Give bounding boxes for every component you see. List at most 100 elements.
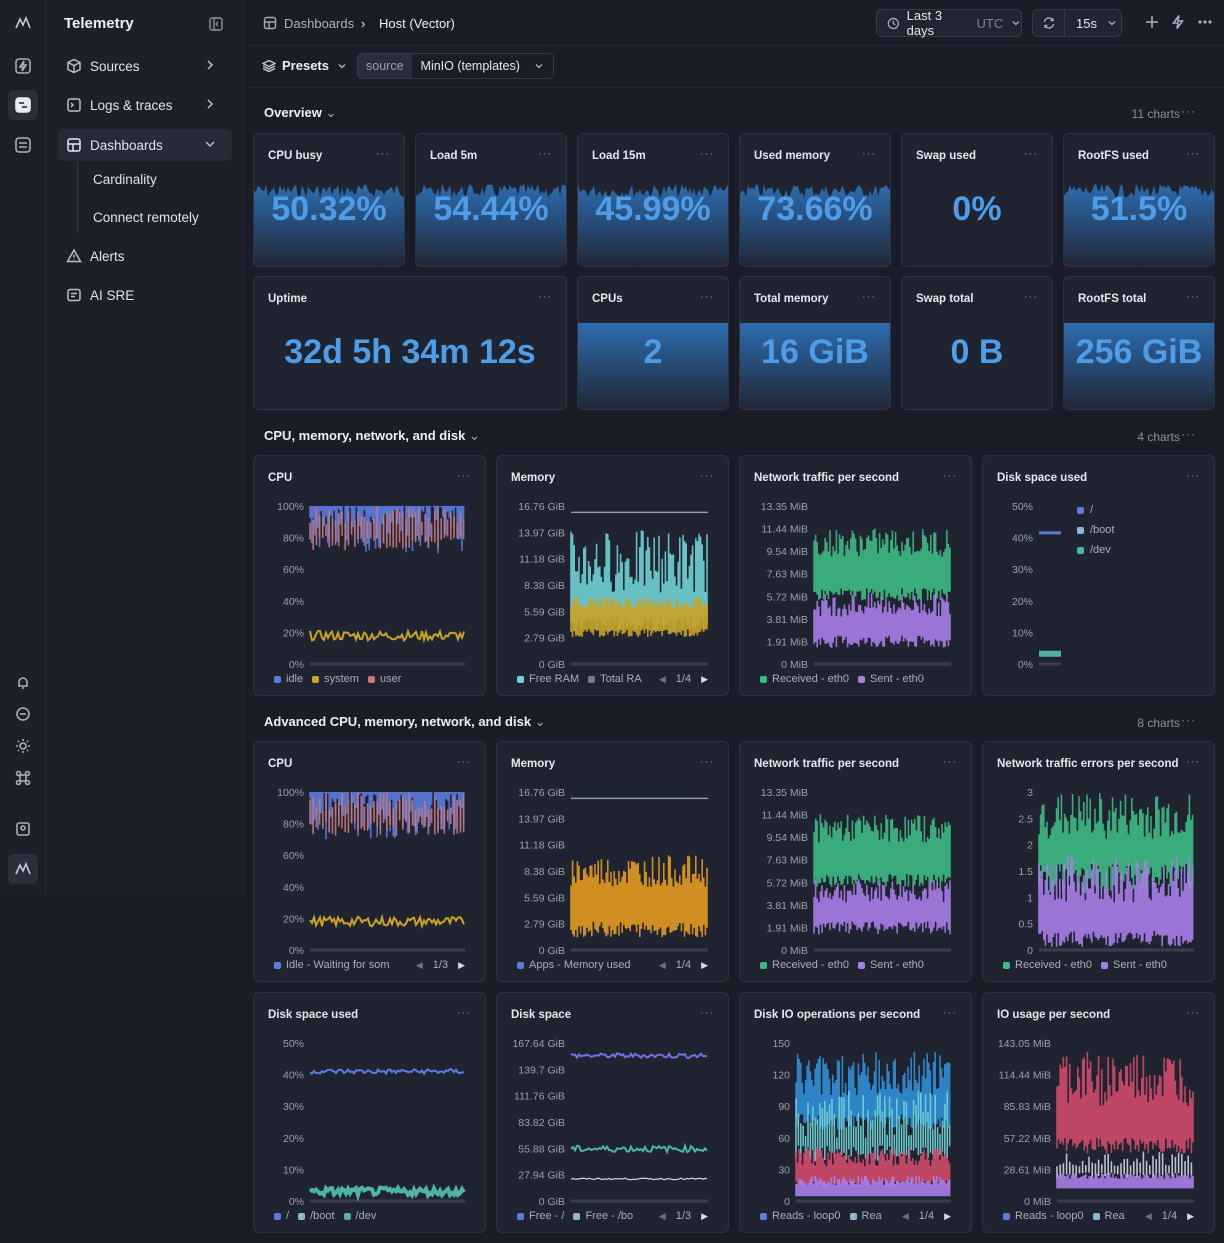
chart-card[interactable]: 50% 40% 30% 20% 10% 0% Disk space used ··· / /boo… [253, 992, 486, 1233]
sidebar-item-logs[interactable]: Logs & traces [58, 89, 232, 121]
legend-item[interactable]: Rea [849, 1210, 882, 1222]
card-menu-icon[interactable]: ··· [457, 756, 471, 768]
stat-card[interactable]: Used memory ··· 73.66% [739, 133, 891, 267]
section-title-cpu-memory[interactable]: CPU, memory, network, and disk ⌄ [264, 428, 480, 443]
legend-item[interactable]: idle [274, 673, 303, 685]
legend-item[interactable]: Apps - Memory used [517, 959, 630, 971]
legend-item[interactable]: Idle - Waiting for som [274, 959, 390, 971]
sidebar-item-sources[interactable]: Sources [58, 50, 232, 82]
card-menu-icon[interactable]: ··· [1186, 470, 1200, 482]
pager-next-icon[interactable]: ▶ [701, 959, 708, 970]
sliders-icon[interactable] [8, 130, 38, 160]
add-icon[interactable] [1144, 14, 1160, 30]
legend-item[interactable]: Received - eth0 [760, 673, 849, 685]
chart-card[interactable]: 13.35 MiB 11.44 MiB 9.54 MiB 7.63 MiB 5.72 M… [739, 455, 972, 696]
legend-item[interactable]: /dev [1077, 540, 1114, 560]
sidebar-subitem-connect-remotely[interactable]: Connect remotely [93, 210, 199, 225]
card-menu-icon[interactable]: ··· [862, 291, 876, 303]
pager-next-icon[interactable]: ▶ [1187, 1210, 1194, 1221]
pager-next-icon[interactable]: ▶ [458, 959, 465, 970]
chat-icon[interactable] [8, 699, 38, 729]
card-menu-icon[interactable]: ··· [1024, 291, 1038, 303]
pager-prev-icon[interactable]: ◀ [658, 673, 666, 684]
card-menu-icon[interactable]: ··· [700, 148, 714, 160]
stat-card[interactable]: RootFS used ··· 51.5% [1063, 133, 1215, 267]
card-menu-icon[interactable]: ··· [943, 756, 957, 768]
card-menu-icon[interactable]: ··· [943, 1007, 957, 1019]
chart-card[interactable]: 16.76 GiB 13.97 GiB 11.18 GiB 8.38 GiB 5.59 … [496, 455, 729, 696]
card-menu-icon[interactable]: ··· [862, 148, 876, 160]
section-menu-icon[interactable]: ··· [1181, 104, 1196, 118]
sidebar-subitem-cardinality[interactable]: Cardinality [93, 172, 157, 187]
stat-card[interactable]: Total memory ··· 16 GiB [739, 276, 891, 410]
sidebar-item-alerts[interactable]: Alerts [58, 240, 232, 272]
stat-card[interactable]: Uptime ··· 32d 5h 34m 12s [253, 276, 567, 410]
stat-card[interactable]: Swap total ··· 0 B [901, 276, 1053, 410]
card-menu-icon[interactable]: ··· [1186, 1007, 1200, 1019]
stat-card[interactable]: CPU busy ··· 50.32% [253, 133, 405, 267]
section-menu-icon[interactable]: ··· [1181, 713, 1196, 727]
command-icon[interactable] [8, 763, 38, 793]
card-menu-icon[interactable]: ··· [457, 470, 471, 482]
stat-card[interactable]: Load 5m ··· 54.44% [415, 133, 567, 267]
sidebar-item-ai-sre[interactable]: AI SRE [58, 279, 232, 311]
card-menu-icon[interactable]: ··· [700, 470, 714, 482]
time-range-picker[interactable]: Last 3 days UTC [876, 8, 1022, 38]
chart-card[interactable]: 100% 80% 60% 40% 20% 0% CPU ··· Idle - Waiting f… [253, 741, 486, 982]
pager-next-icon[interactable]: ▶ [701, 673, 708, 684]
pager-prev-icon[interactable]: ◀ [658, 959, 666, 970]
telemetry-icon[interactable] [8, 90, 38, 120]
pager-prev-icon[interactable]: ◀ [658, 1210, 666, 1221]
card-menu-icon[interactable]: ··· [457, 1007, 471, 1019]
more-icon[interactable] [1197, 14, 1213, 30]
legend-item[interactable]: user [367, 673, 401, 685]
pager-next-icon[interactable]: ▶ [701, 1210, 708, 1221]
legend-item[interactable]: / [1077, 500, 1114, 520]
sun-icon[interactable] [8, 731, 38, 761]
card-menu-icon[interactable]: ··· [376, 148, 390, 160]
chart-card[interactable]: 167.64 GiB 139.7 GiB 111.76 GiB 83.82 GiB 55… [496, 992, 729, 1233]
card-menu-icon[interactable]: ··· [538, 148, 552, 160]
legend-item[interactable]: Reads - loop0 [760, 1210, 841, 1222]
card-menu-icon[interactable]: ··· [943, 470, 957, 482]
source-filter[interactable]: source MinIO (templates) [357, 53, 554, 79]
chart-card[interactable]: 13.35 MiB 11.44 MiB 9.54 MiB 7.63 MiB 5.72 M… [739, 741, 972, 982]
logo-icon[interactable] [8, 8, 38, 38]
legend-item[interactable]: Free - /bo [573, 1210, 633, 1222]
card-menu-icon[interactable]: ··· [538, 291, 552, 303]
user-settings-icon[interactable] [8, 814, 38, 844]
pager-prev-icon[interactable]: ◀ [901, 1210, 909, 1221]
legend-item[interactable]: Received - eth0 [760, 959, 849, 971]
legend-item[interactable]: Free - / [517, 1210, 564, 1222]
section-menu-icon[interactable]: ··· [1181, 427, 1196, 441]
account-avatar-icon[interactable] [8, 854, 38, 884]
bell-icon[interactable] [8, 668, 38, 698]
stat-card[interactable]: CPUs ··· 2 [577, 276, 729, 410]
section-title-advanced[interactable]: Advanced CPU, memory, network, and disk … [264, 714, 546, 729]
pager-prev-icon[interactable]: ◀ [415, 959, 423, 970]
legend-item[interactable]: /boot [298, 1210, 335, 1222]
presets-dropdown[interactable]: Presets [262, 58, 347, 73]
legend-item[interactable]: / [274, 1210, 289, 1222]
bolt-icon[interactable] [1170, 14, 1186, 30]
card-menu-icon[interactable]: ··· [1024, 148, 1038, 160]
breadcrumb-root[interactable]: Dashboards [284, 16, 355, 31]
legend-item[interactable]: Total RA [588, 673, 642, 685]
chart-card[interactable]: 100% 80% 60% 40% 20% 0% CPU ··· idle system user [253, 455, 486, 696]
sidebar-item-dashboards[interactable]: Dashboards [58, 129, 232, 161]
legend-item[interactable]: Free RAM [517, 673, 579, 685]
stat-card[interactable]: Load 15m ··· 45.99% [577, 133, 729, 267]
legend-item[interactable]: /boot [1077, 520, 1114, 540]
card-menu-icon[interactable]: ··· [1186, 291, 1200, 303]
card-menu-icon[interactable]: ··· [1186, 148, 1200, 160]
legend-item[interactable]: /dev [343, 1210, 376, 1222]
section-title-overview[interactable]: Overview ⌄ [264, 105, 337, 120]
legend-item[interactable]: Reads - loop0 [1003, 1210, 1084, 1222]
refresh-icon[interactable] [1033, 10, 1065, 36]
chart-card[interactable]: 150 120 90 60 30 0 Disk IO operations per seco… [739, 992, 972, 1233]
chart-card[interactable]: 3 2.5 2 1.5 1 0.5 0 Network traffic errors per … [982, 741, 1215, 982]
card-menu-icon[interactable]: ··· [1186, 756, 1200, 768]
card-menu-icon[interactable]: ··· [700, 291, 714, 303]
sidebar-collapse-icon[interactable] [208, 16, 224, 32]
pager-prev-icon[interactable]: ◀ [1144, 1210, 1152, 1221]
